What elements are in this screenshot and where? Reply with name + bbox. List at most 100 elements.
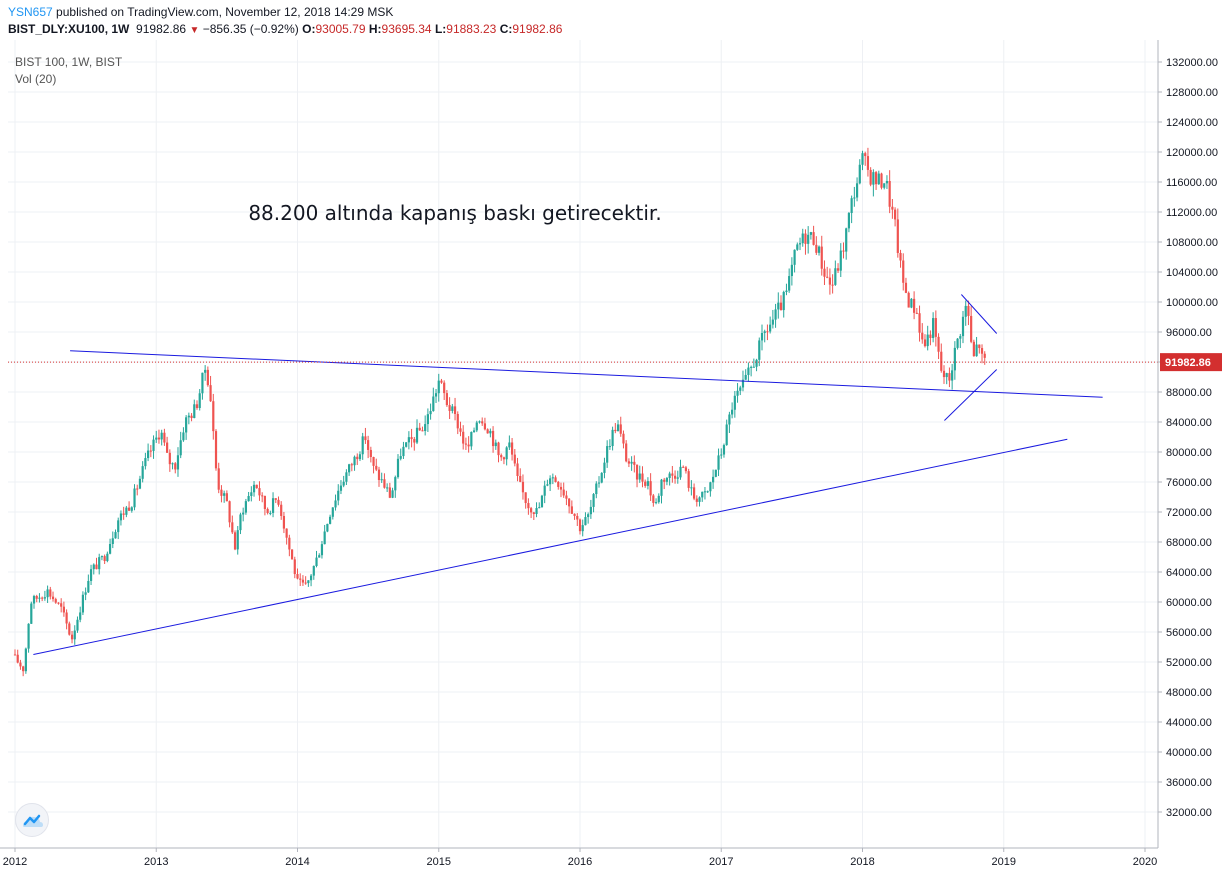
candle-body <box>432 396 435 412</box>
candle-body <box>405 442 408 447</box>
candle-body <box>54 599 57 603</box>
candle-body <box>434 393 438 397</box>
candle-body <box>84 592 87 595</box>
candle-body <box>152 439 155 451</box>
candle-body <box>584 517 587 526</box>
candle-body <box>589 506 592 515</box>
candle-body <box>850 198 853 214</box>
candle-body <box>578 519 582 532</box>
candle-body <box>826 276 829 278</box>
candle-body <box>247 495 250 502</box>
candle-body <box>654 502 658 504</box>
candle-body <box>728 414 731 425</box>
trendline[interactable] <box>70 350 1103 398</box>
candle-body <box>95 564 98 570</box>
candle-body <box>644 481 647 486</box>
candle-body <box>285 528 288 538</box>
candle-body <box>103 556 106 561</box>
candle-body <box>290 549 294 560</box>
candle-body <box>155 437 158 440</box>
candle-body <box>663 479 666 482</box>
candle-body <box>214 431 218 469</box>
x-tick-label: 2020 <box>1133 856 1157 868</box>
candle-body <box>89 569 93 581</box>
candle-body <box>858 164 861 184</box>
candle-body <box>698 497 701 502</box>
candle-body <box>307 580 310 584</box>
candle-body <box>269 512 272 514</box>
candle-body <box>915 312 918 314</box>
candle-body <box>980 348 984 354</box>
close-label: C: <box>499 22 513 36</box>
y-tick-label: 60000.00 <box>1166 597 1212 609</box>
low-value: 91883.23 <box>446 22 497 36</box>
candle-body <box>676 477 679 479</box>
candle-body <box>46 589 49 598</box>
tradingview-logo[interactable] <box>15 803 49 837</box>
candle-body <box>942 370 946 378</box>
candle-body <box>459 428 462 432</box>
candle-body <box>630 461 633 464</box>
candle-body <box>201 372 204 394</box>
candle-body <box>179 440 182 456</box>
candle-body <box>581 525 584 532</box>
candle-body <box>595 483 598 495</box>
candle-body <box>195 404 199 408</box>
annotation-text[interactable]: 88.200 altında kapanış baskı getirecekti… <box>248 201 661 225</box>
candle-body <box>274 498 277 500</box>
price-axis[interactable]: 32000.00 36000.00 40000.00 44000.00 48000.00… <box>1157 40 1222 848</box>
candle-body <box>559 486 563 490</box>
candle-body <box>348 464 351 473</box>
candle-body <box>415 427 419 443</box>
candle-body <box>948 373 951 381</box>
candle-body <box>141 466 144 479</box>
candle-body <box>964 305 967 317</box>
candle-body <box>168 452 171 465</box>
y-tick-label: 108000.00 <box>1166 237 1218 249</box>
candle-body <box>785 290 788 292</box>
y-tick-label: 100000.00 <box>1166 297 1218 309</box>
candle-body <box>899 252 902 261</box>
high-value: 93695.34 <box>381 22 432 36</box>
trendline[interactable] <box>944 369 998 421</box>
candle-body <box>127 507 131 511</box>
trendlines[interactable] <box>33 294 1103 655</box>
candle-body <box>967 305 970 316</box>
candle-body <box>304 582 307 584</box>
candle-body <box>437 380 440 394</box>
candle-body <box>22 666 25 672</box>
candle-body <box>261 495 264 497</box>
candle-body <box>388 487 391 498</box>
trendline[interactable] <box>961 294 998 334</box>
candle-body <box>19 662 22 667</box>
candle-body <box>646 481 650 486</box>
candle-body <box>807 234 810 244</box>
candle-body <box>853 197 856 199</box>
candle-body <box>801 233 804 244</box>
candle-body <box>516 463 519 476</box>
time-axis[interactable]: 2012 2013 2014 2015 2016 2017 2018 2019 2020 <box>0 847 1158 868</box>
candle-body <box>358 454 362 460</box>
price-chart[interactable]: 32000.00 36000.00 40000.00 44000.00 48000.00… <box>0 40 1232 881</box>
candle-body <box>76 619 79 631</box>
candle-body <box>255 484 258 489</box>
y-tick-label: 104000.00 <box>1166 267 1218 279</box>
candle-body <box>231 522 234 533</box>
candle-body <box>380 479 383 481</box>
candle-body <box>551 477 554 479</box>
candle-body <box>687 471 690 488</box>
candle-body <box>320 544 324 556</box>
trendline[interactable] <box>33 438 1068 655</box>
candle-body <box>429 411 432 415</box>
candle-body <box>100 556 104 558</box>
author-link[interactable]: YSN657 <box>8 5 53 19</box>
candle-body <box>513 454 516 464</box>
published-text: published on TradingView.com, November 1… <box>56 5 394 19</box>
candle-body <box>309 575 313 581</box>
candle-body <box>209 385 212 402</box>
candle-body <box>467 444 470 447</box>
candle-body <box>163 432 166 443</box>
candle-body <box>891 206 894 210</box>
candle-body <box>638 473 641 480</box>
candle-body <box>510 442 514 455</box>
